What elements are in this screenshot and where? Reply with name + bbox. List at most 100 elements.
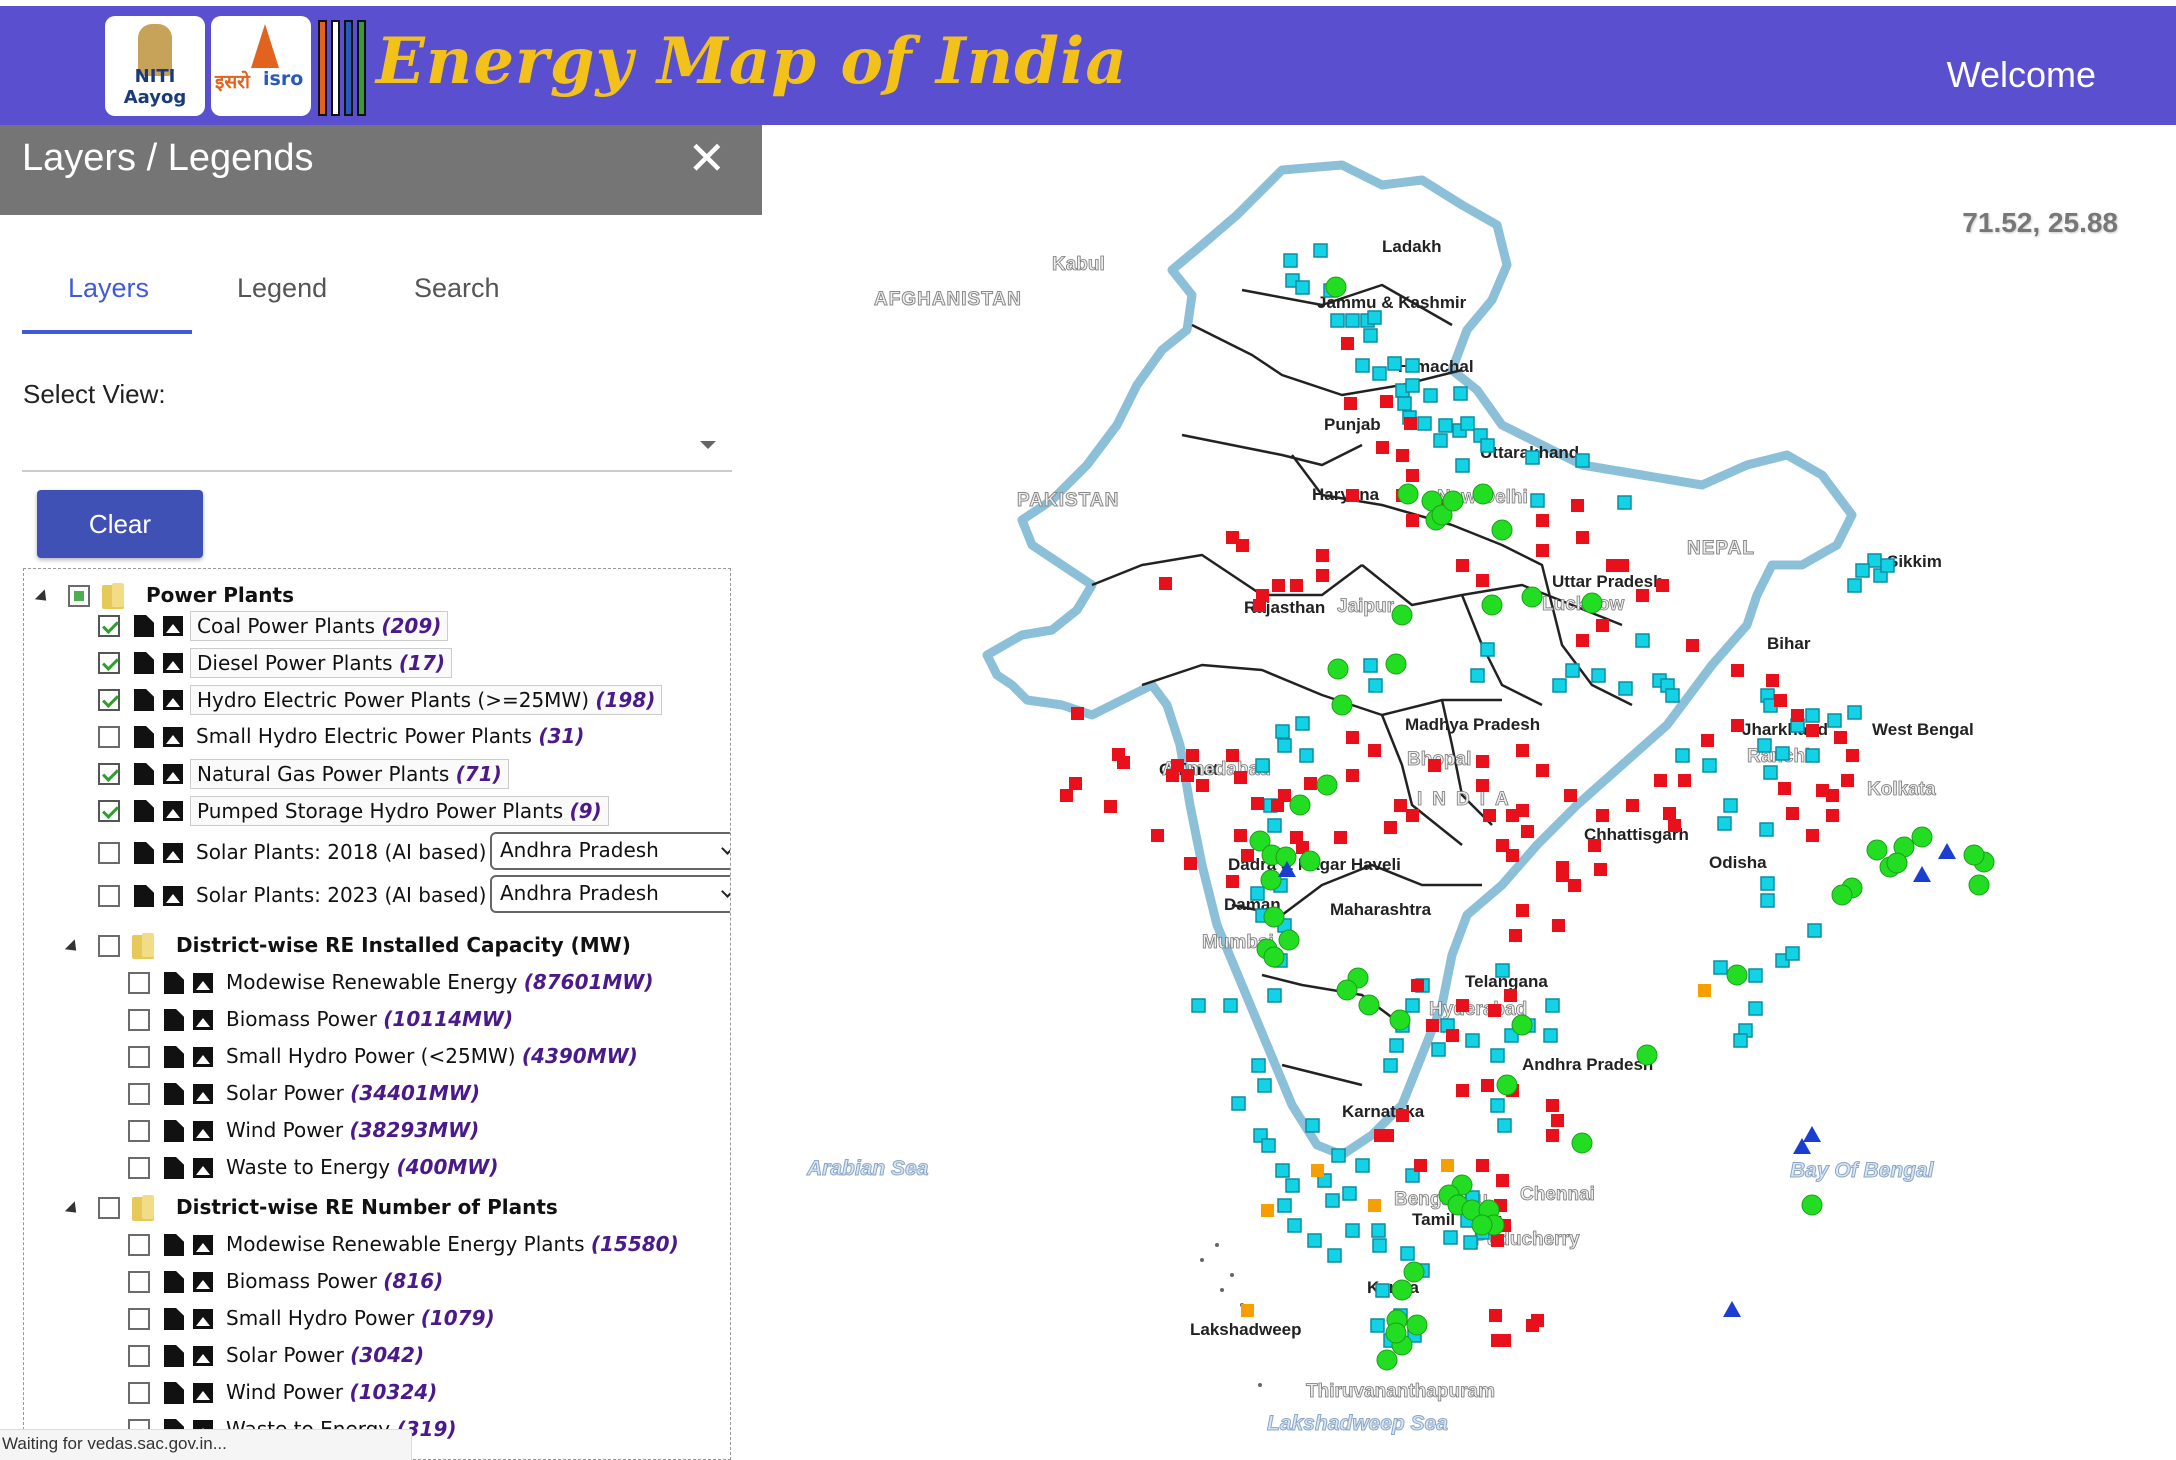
legend-image-icon[interactable] <box>193 1383 213 1403</box>
layer-label[interactable]: Solar Power (3042) <box>226 1343 425 1367</box>
pumped-storage-marker[interactable] <box>1803 1126 1821 1142</box>
coal-plant-marker[interactable] <box>1186 749 1199 762</box>
hydro-plant-marker[interactable] <box>1575 453 1590 468</box>
gas-plant-marker[interactable] <box>1496 1074 1518 1096</box>
gas-plant-marker[interactable] <box>1385 653 1407 675</box>
gas-plant-marker[interactable] <box>1316 774 1338 796</box>
coal-plant-marker[interactable] <box>1334 831 1347 844</box>
isro-logo[interactable]: इसरो isro <box>211 16 311 116</box>
coal-plant-marker[interactable] <box>1686 639 1699 652</box>
hydro-plant-marker[interactable] <box>1317 1173 1332 1188</box>
metadata-icon[interactable] <box>134 763 154 785</box>
hydro-plant-marker[interactable] <box>1635 633 1650 648</box>
gas-plant-marker[interactable] <box>1406 1314 1428 1336</box>
gas-plant-marker[interactable] <box>1726 964 1748 986</box>
layer-checkbox[interactable] <box>98 726 120 748</box>
hydro-plant-marker[interactable] <box>1397 396 1412 411</box>
hydro-plant-marker[interactable] <box>1231 1096 1246 1111</box>
coal-plant-marker[interactable] <box>1236 539 1249 552</box>
gas-plant-marker[interactable] <box>1581 592 1603 614</box>
coal-plant-marker[interactable] <box>1663 807 1676 820</box>
layer-checkbox[interactable] <box>128 1308 150 1330</box>
coal-plant-marker[interactable] <box>1476 755 1489 768</box>
hydro-plant-marker[interactable] <box>1305 1118 1320 1133</box>
hydro-plant-marker[interactable] <box>1389 1038 1404 1053</box>
metadata-icon[interactable] <box>164 1120 184 1142</box>
hydro-plant-marker[interactable] <box>1565 663 1580 678</box>
coal-plant-marker[interactable] <box>1483 809 1496 822</box>
gas-plant-marker[interactable] <box>1391 1279 1413 1301</box>
hydro-plant-marker[interactable] <box>1545 998 1560 1013</box>
coal-plant-marker[interactable] <box>1290 831 1303 844</box>
hydro-plant-marker[interactable] <box>1763 765 1778 780</box>
niti-aayog-logo[interactable]: NITI Aayog <box>105 16 205 116</box>
metadata-icon[interactable] <box>134 800 154 822</box>
hydro-plant-marker[interactable] <box>1330 313 1345 328</box>
pumped-storage-marker[interactable] <box>1913 866 1931 882</box>
hydro-plant-marker[interactable] <box>1267 818 1282 833</box>
hydro-plant-marker[interactable] <box>1748 1001 1763 1016</box>
gas-plant-marker[interactable] <box>1260 869 1282 891</box>
coal-plant-marker[interactable] <box>1446 1029 1459 1042</box>
hydro-plant-marker[interactable] <box>1417 416 1432 431</box>
hydro-plant-marker[interactable] <box>1470 668 1485 683</box>
layer-checkbox[interactable] <box>128 1046 150 1068</box>
hydro-plant-marker[interactable] <box>1490 1098 1505 1113</box>
hydro-plant-marker[interactable] <box>1480 438 1495 453</box>
coal-plant-marker[interactable] <box>1346 731 1359 744</box>
coal-plant-marker[interactable] <box>1521 825 1534 838</box>
layer-checkbox[interactable] <box>128 1271 150 1293</box>
clear-button[interactable]: Clear <box>37 490 203 558</box>
hydro-plant-marker[interactable] <box>1463 1235 1478 1250</box>
tab-legend[interactable]: Legend <box>237 273 328 303</box>
layer-label[interactable]: Small Hydro Power (1079) <box>226 1306 495 1330</box>
layer-label[interactable]: Diesel Power Plants (17) <box>190 648 453 678</box>
coal-plant-marker[interactable] <box>1774 694 1787 707</box>
layer-checkbox[interactable] <box>128 1083 150 1105</box>
gas-plant-marker[interactable] <box>1289 794 1311 816</box>
group-checkbox[interactable] <box>98 935 120 957</box>
legend-image-icon[interactable] <box>193 1272 213 1292</box>
coal-plant-marker[interactable] <box>1841 774 1854 787</box>
metadata-icon[interactable] <box>164 1234 184 1256</box>
coal-plant-marker[interactable] <box>1488 1004 1501 1017</box>
hydro-plant-marker[interactable] <box>1345 313 1360 328</box>
legend-image-icon[interactable] <box>193 1346 213 1366</box>
dropdown-arrow-icon[interactable] <box>700 441 716 449</box>
gas-plant-marker[interactable] <box>1325 276 1347 298</box>
pumped-storage-marker[interactable] <box>1938 843 1956 859</box>
coal-plant-marker[interactable] <box>1766 674 1779 687</box>
coal-plant-marker[interactable] <box>1531 1314 1544 1327</box>
coal-plant-marker[interactable] <box>1104 800 1117 813</box>
metadata-icon[interactable] <box>164 1308 184 1330</box>
gas-plant-marker[interactable] <box>1911 826 1933 848</box>
hydro-plant-marker[interactable] <box>1405 998 1420 1013</box>
coal-plant-marker[interactable] <box>1394 799 1407 812</box>
coal-plant-marker[interactable] <box>1346 489 1359 502</box>
diesel-plant-marker[interactable] <box>1261 1204 1274 1217</box>
legend-image-icon[interactable] <box>193 1309 213 1329</box>
coal-plant-marker[interactable] <box>1731 719 1744 732</box>
diesel-plant-marker[interactable] <box>1368 1199 1381 1212</box>
coal-plant-marker[interactable] <box>1576 634 1589 647</box>
hydro-plant-marker[interactable] <box>1363 328 1378 343</box>
coal-plant-marker[interactable] <box>1806 724 1819 737</box>
coal-plant-marker[interactable] <box>1241 849 1254 862</box>
hydro-plant-marker[interactable] <box>1723 798 1738 813</box>
hydro-plant-marker[interactable] <box>1480 642 1495 657</box>
hydro-plant-marker[interactable] <box>1827 713 1842 728</box>
coal-plant-marker[interactable] <box>1060 789 1073 802</box>
expand-arrow-icon[interactable] <box>64 939 82 956</box>
gas-plant-marker[interactable] <box>1886 852 1908 874</box>
coal-plant-marker[interactable] <box>1181 769 1194 782</box>
coal-plant-marker[interactable] <box>1476 574 1489 587</box>
metadata-icon[interactable] <box>164 1157 184 1179</box>
layer-checkbox[interactable] <box>98 763 120 785</box>
hydro-plant-marker[interactable] <box>1525 450 1540 465</box>
coal-plant-marker[interactable] <box>1731 664 1744 677</box>
hydro-plant-marker[interactable] <box>1283 253 1298 268</box>
coal-plant-marker[interactable] <box>1596 619 1609 632</box>
metadata-icon[interactable] <box>164 1382 184 1404</box>
metadata-icon[interactable] <box>134 615 154 637</box>
hydro-plant-marker[interactable] <box>1443 1230 1458 1245</box>
